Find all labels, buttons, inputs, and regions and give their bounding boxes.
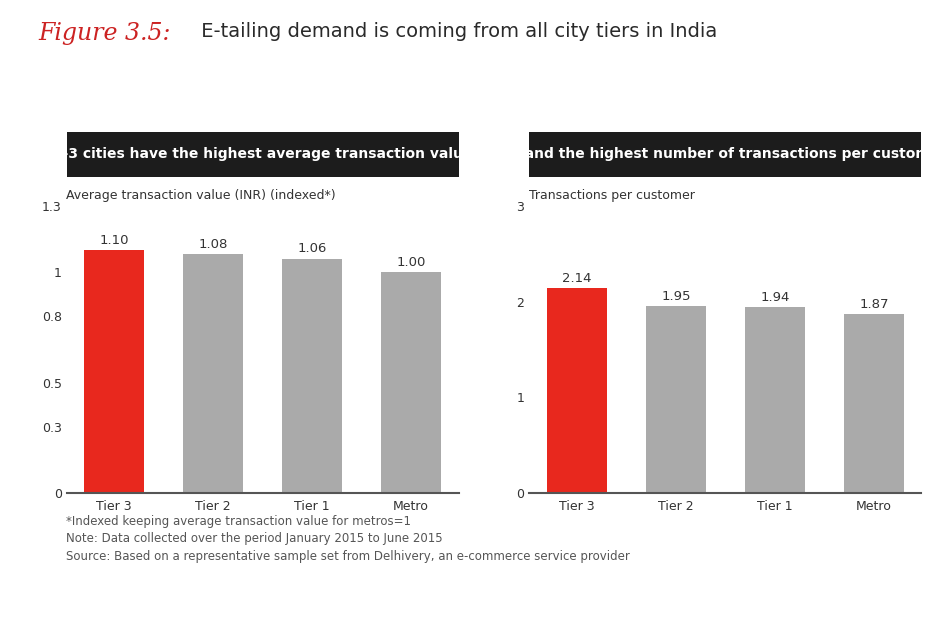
Bar — [646, 306, 706, 493]
Text: 2.14: 2.14 — [562, 272, 592, 285]
Bar — [547, 288, 606, 493]
Text: 1.95: 1.95 — [661, 290, 691, 303]
Bar — [183, 255, 243, 493]
Text: Tier-3 cities have the highest average transaction value ...: Tier-3 cities have the highest average t… — [32, 147, 493, 161]
Text: 1.94: 1.94 — [760, 291, 789, 304]
Text: 1.10: 1.10 — [100, 233, 129, 246]
Bar — [282, 259, 342, 493]
Text: Transactions per customer: Transactions per customer — [529, 189, 695, 202]
Text: Average transaction value (INR) (indexed*): Average transaction value (INR) (indexed… — [66, 189, 336, 202]
Text: 1.08: 1.08 — [199, 238, 228, 251]
Text: 1.06: 1.06 — [297, 243, 327, 255]
Text: *Indexed keeping average transaction value for metros=1: *Indexed keeping average transaction val… — [66, 515, 411, 528]
Text: Note: Data collected over the period January 2015 to June 2015: Note: Data collected over the period Jan… — [66, 532, 443, 545]
Bar — [85, 250, 143, 493]
Bar — [382, 272, 441, 493]
Text: Source: Based on a representative sample set from Delhivery, an e-commerce servi: Source: Based on a representative sample… — [66, 550, 631, 563]
Text: ... and the highest number of transactions per customer: ... and the highest number of transactio… — [504, 147, 946, 161]
Bar — [745, 308, 805, 493]
Text: E-tailing demand is coming from all city tiers in India: E-tailing demand is coming from all city… — [195, 22, 717, 41]
Text: 1.00: 1.00 — [396, 256, 426, 269]
Text: 1.87: 1.87 — [859, 298, 888, 311]
Text: Figure 3.5:: Figure 3.5: — [38, 22, 170, 45]
Bar — [845, 314, 903, 493]
